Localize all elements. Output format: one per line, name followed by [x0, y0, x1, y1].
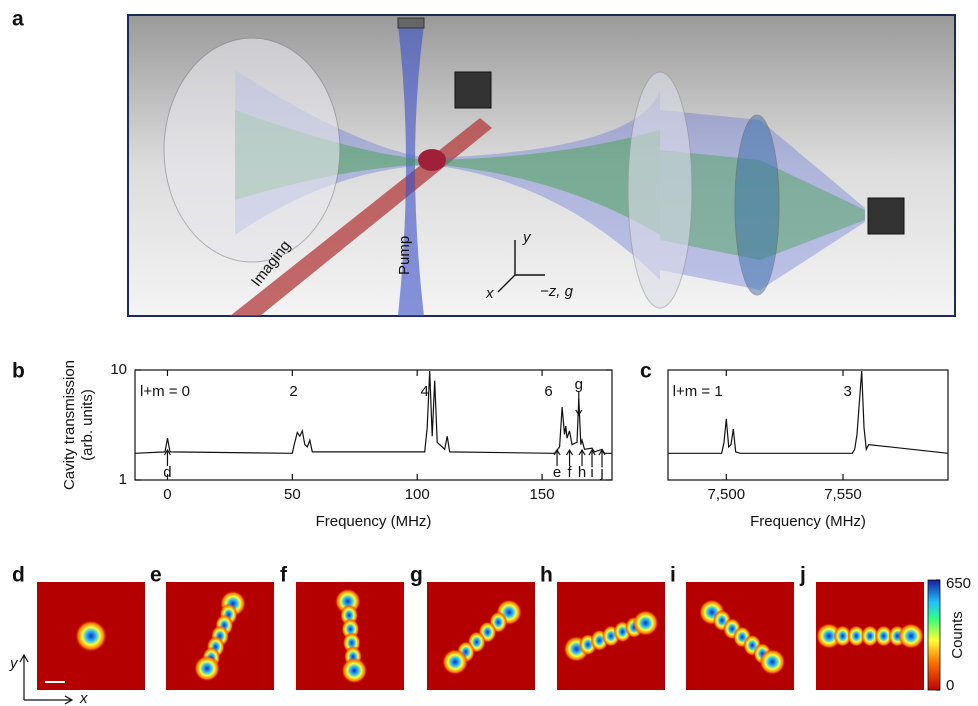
annotation: 4 [421, 383, 429, 400]
arrow-label: g [575, 376, 583, 393]
annotation: 2 [289, 383, 297, 400]
annotation: l+m = 0 [140, 383, 190, 400]
panel-label: e [150, 564, 162, 587]
axis-label: x [485, 285, 494, 302]
panel-label: f [280, 564, 288, 587]
colorbar-tick-label: 0 [946, 677, 954, 694]
x-tick-label: 50 [284, 486, 301, 503]
arrow-label: j [599, 464, 603, 481]
figure: Imaging Pump y x −z, g abcdefghij0501001… [0, 0, 978, 706]
x-tick-label: 100 [405, 486, 430, 503]
arrow-label: e [553, 464, 561, 481]
panel-label: b [12, 360, 25, 383]
plot-frame [135, 370, 612, 480]
arrow-label: d [163, 464, 171, 481]
arrow-label: i [590, 464, 593, 481]
y-tick-label: 1 [119, 471, 127, 488]
colorbar-tick-label: 650 [946, 575, 971, 592]
image-axis-label: x [79, 690, 88, 706]
camera [455, 72, 491, 108]
panel-label: a [12, 8, 24, 31]
x-tick-label: 0 [163, 486, 171, 503]
y-axis-label: (arb. units) [79, 389, 96, 461]
diagram: Imaging Pump y x −z, g [128, 15, 955, 316]
pump-mirror [398, 18, 424, 28]
colorbar [928, 580, 940, 690]
annotation: 6 [544, 383, 552, 400]
colorbar-label: Counts [949, 611, 966, 659]
mode-lobe [75, 620, 107, 652]
lens [735, 115, 779, 295]
camera [868, 198, 904, 234]
spectrum-line [135, 371, 612, 453]
x-tick-label: 7,550 [824, 486, 862, 503]
panel-label: c [640, 360, 652, 383]
mode-lobe [898, 623, 924, 649]
atom-cloud [418, 149, 446, 171]
arrow-label: f [567, 464, 572, 481]
x-axis-label: Frequency (MHz) [750, 513, 866, 530]
x-tick-label: 7,500 [708, 486, 746, 503]
annotation: l+m = 1 [673, 383, 723, 400]
panel-label: i [670, 564, 676, 587]
arrow-label: h [578, 464, 586, 481]
panel-label: j [799, 564, 806, 587]
panel-label: d [12, 564, 25, 587]
arrow [576, 392, 582, 415]
image-axis-label: y [9, 655, 19, 672]
lens [628, 72, 692, 308]
mode-lobe [633, 610, 659, 636]
panel-label: g [410, 564, 423, 587]
y-axis-label: Cavity transmission [61, 360, 78, 490]
y-tick-label: 10 [110, 361, 127, 378]
axis-label: −z, g [540, 283, 574, 300]
x-tick-label: 150 [530, 486, 555, 503]
annotation: 3 [843, 383, 851, 400]
panel-label: h [540, 564, 553, 587]
x-axis-label: Frequency (MHz) [316, 513, 432, 530]
mode-lobe [194, 655, 220, 681]
mode-lobe [442, 649, 468, 675]
mode-lobe [759, 649, 785, 675]
mode-lobe [341, 658, 367, 684]
cavity-mirror [164, 38, 340, 262]
pump-label: Pump [396, 236, 413, 275]
